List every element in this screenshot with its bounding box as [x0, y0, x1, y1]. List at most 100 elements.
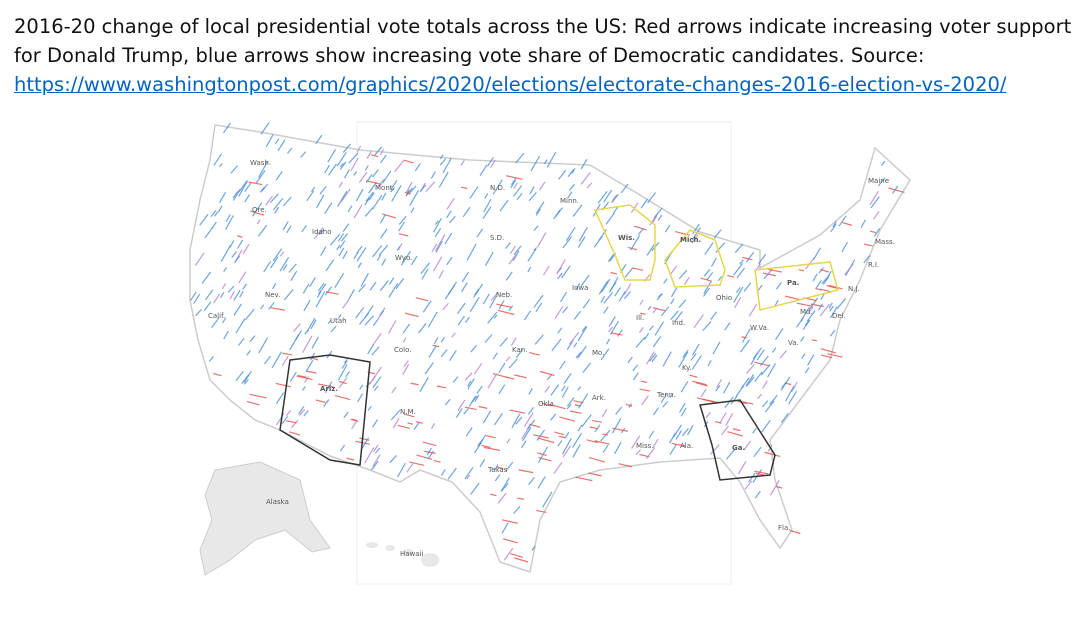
arrow	[789, 529, 801, 535]
arrow	[281, 415, 289, 424]
arrow	[442, 302, 449, 311]
arrow	[608, 316, 616, 327]
arrow	[476, 385, 483, 394]
arrow	[826, 284, 839, 290]
arrow	[710, 444, 720, 455]
arrow	[225, 214, 231, 222]
arrow	[337, 314, 342, 319]
arrow	[233, 289, 241, 301]
arrow	[648, 430, 655, 439]
arrow	[600, 348, 610, 361]
arrow	[324, 286, 333, 296]
arrow	[219, 291, 225, 299]
arrow	[258, 160, 269, 178]
arrow	[496, 303, 511, 308]
arrow	[439, 154, 444, 160]
arrow	[741, 336, 747, 339]
arrow	[505, 242, 511, 249]
arrow	[351, 420, 357, 430]
state-label: Okla.	[538, 400, 556, 408]
arrow	[575, 476, 593, 482]
arrow	[551, 338, 562, 352]
arrow	[330, 325, 337, 333]
arrow	[212, 373, 222, 377]
source-link[interactable]: https://www.washingtonpost.com/graphics/…	[14, 73, 1007, 96]
arrow	[201, 271, 212, 284]
arrow	[675, 430, 683, 440]
arrow	[325, 259, 335, 272]
arrow	[440, 349, 448, 357]
arrow	[270, 256, 279, 269]
arrow	[225, 215, 234, 230]
arrow	[356, 245, 363, 254]
arrow	[409, 189, 420, 206]
arrow	[706, 272, 714, 281]
arrow	[374, 447, 381, 454]
arrow	[373, 385, 379, 391]
arrow	[577, 326, 588, 342]
arrow	[762, 380, 768, 389]
arrow	[640, 380, 648, 384]
arrow	[670, 287, 678, 298]
arrow	[302, 386, 306, 391]
arrow	[543, 159, 548, 165]
arrow	[754, 371, 763, 382]
arrow	[732, 428, 741, 432]
arrow	[734, 243, 744, 254]
arrow	[382, 170, 392, 184]
arrow	[657, 293, 662, 298]
arrow	[498, 362, 506, 374]
arrow	[618, 463, 632, 468]
arrow	[780, 412, 789, 423]
arrow	[761, 419, 771, 433]
arrow	[704, 242, 714, 256]
arrow	[809, 297, 819, 310]
arrow	[785, 382, 792, 386]
arrow	[355, 188, 364, 202]
arrow	[249, 393, 267, 399]
arrow	[561, 265, 571, 279]
arrow	[774, 299, 779, 307]
arrow	[612, 206, 619, 214]
arrow	[647, 305, 652, 311]
arrow	[689, 374, 698, 378]
arrow	[245, 308, 255, 321]
arrow	[372, 419, 379, 428]
arrow	[635, 449, 642, 456]
arrow	[484, 334, 493, 343]
arrow	[588, 472, 602, 477]
arrow	[501, 519, 519, 524]
arrow	[609, 277, 619, 292]
arrow	[513, 185, 523, 197]
arrow	[720, 425, 729, 436]
arrow	[391, 185, 402, 202]
arrow	[372, 332, 382, 346]
arrow	[315, 134, 323, 145]
arrow	[484, 193, 489, 199]
arrow	[481, 444, 491, 448]
arrow	[357, 393, 364, 403]
arrow	[489, 295, 497, 309]
arrow	[396, 246, 401, 251]
arrow	[561, 386, 569, 398]
arrow	[573, 310, 582, 320]
state-label: R.I.	[868, 261, 879, 269]
arrow	[303, 410, 309, 417]
arrow	[542, 491, 553, 508]
arrow	[588, 457, 606, 463]
arrow	[449, 215, 456, 224]
arrow	[575, 351, 582, 359]
state-label: N.J.	[848, 285, 860, 293]
arrow	[360, 272, 370, 287]
arrow	[531, 545, 536, 551]
arrow	[610, 271, 618, 275]
arrow	[218, 163, 223, 168]
arrow	[505, 271, 513, 281]
state-label: Ariz.	[320, 385, 338, 393]
arrow	[324, 164, 330, 174]
arrow	[466, 474, 471, 480]
arrow	[462, 206, 471, 218]
arrow	[364, 165, 369, 171]
arrow	[338, 247, 345, 257]
arrow	[290, 420, 299, 429]
